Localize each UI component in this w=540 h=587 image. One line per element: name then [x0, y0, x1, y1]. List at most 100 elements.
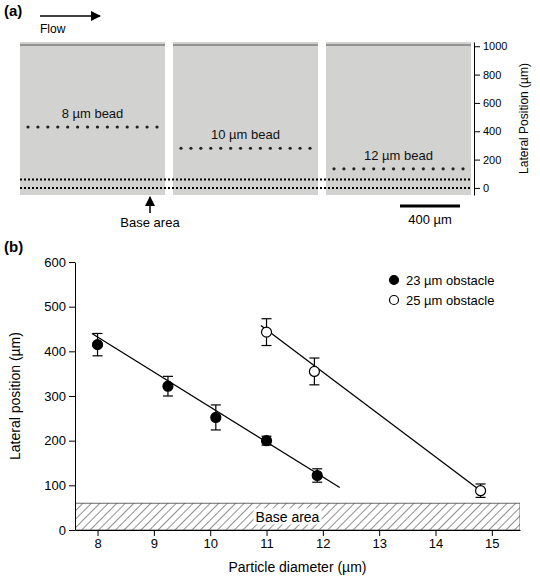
tick-label: 13	[372, 536, 386, 551]
bead	[432, 167, 435, 170]
error-cap	[211, 404, 221, 405]
channel-wall	[173, 45, 318, 46]
channel-wall	[326, 45, 471, 46]
tick-label: 400	[483, 125, 501, 137]
bead	[229, 147, 232, 150]
tick: 1000	[474, 40, 507, 52]
tick: 400	[474, 125, 501, 137]
axis-line	[75, 263, 76, 531]
micrograph	[173, 42, 318, 195]
tick-label: 100	[44, 478, 66, 493]
tick: 14	[429, 530, 443, 551]
base-area-label: Base area	[256, 509, 320, 525]
bead	[219, 147, 222, 150]
flow-arrow	[40, 15, 100, 17]
legend-label: 23 µm obstacle	[406, 273, 494, 288]
tick-label: 200	[483, 154, 501, 166]
tick-mark	[69, 530, 75, 531]
tick-label: 10	[203, 536, 217, 551]
tick-mark	[492, 530, 493, 536]
bead	[289, 147, 292, 150]
legend: 23 µm obstacle25 µm obstacle	[390, 273, 495, 308]
bead	[116, 125, 119, 128]
base-area-line	[20, 187, 471, 189]
bead	[76, 125, 79, 128]
tick: 13	[372, 530, 386, 551]
tick-mark	[323, 530, 324, 536]
tick-label: 9	[151, 536, 158, 551]
x-axis-title: Particle diameter (µm)	[229, 559, 367, 575]
bead	[106, 125, 109, 128]
bead	[145, 125, 148, 128]
base-area-label: Base area	[120, 215, 180, 230]
tick: 100	[44, 478, 75, 493]
plot-area	[75, 319, 520, 530]
tick-label: 800	[483, 69, 501, 81]
tick-label: 14	[429, 536, 443, 551]
tick: 0	[59, 523, 75, 538]
bead	[352, 167, 355, 170]
tick-mark	[474, 46, 480, 47]
bead	[189, 147, 192, 150]
scale-bar-label: 400 µm	[408, 212, 452, 227]
bead	[298, 147, 301, 150]
tick: 15	[485, 530, 499, 551]
tick-mark	[267, 530, 268, 536]
tick-mark	[69, 307, 75, 308]
bead	[442, 167, 445, 170]
track	[179, 147, 311, 150]
label-patch	[254, 509, 322, 525]
legend-marker	[390, 276, 399, 285]
bead	[422, 167, 425, 170]
bead	[56, 125, 59, 128]
bead	[402, 167, 405, 170]
tick-label: 400	[44, 344, 66, 359]
error-cap	[262, 345, 272, 346]
bead	[46, 125, 49, 128]
tick: 0	[474, 182, 489, 194]
tick-mark	[210, 530, 211, 536]
bead	[155, 125, 158, 128]
tick: 200	[474, 154, 501, 166]
error-cap	[476, 483, 486, 484]
error-cap	[163, 395, 173, 396]
bead	[332, 167, 335, 170]
tick-mark	[69, 441, 75, 442]
tick-mark	[379, 530, 380, 536]
bead	[308, 147, 311, 150]
tick-label: 15	[485, 536, 499, 551]
tick-label: 300	[44, 389, 66, 404]
bead	[269, 147, 272, 150]
base-area	[75, 503, 520, 530]
bead	[36, 125, 39, 128]
legend-marker	[390, 296, 399, 305]
tick-label: 1000	[483, 40, 507, 52]
bead	[259, 147, 262, 150]
tick-mark	[474, 188, 480, 189]
tick-label: 0	[59, 523, 66, 538]
fit-line	[261, 325, 481, 490]
bead	[249, 147, 252, 150]
y-axis: 0 200 400 600 800 1000	[474, 40, 507, 195]
tick: 600	[474, 97, 501, 109]
micrograph	[20, 42, 165, 195]
scale-bar	[400, 205, 460, 208]
tick: 11	[260, 530, 274, 551]
tick-mark	[474, 131, 480, 132]
y-axis-title: Lateral Position (µm)	[517, 63, 531, 174]
tick-mark	[154, 530, 155, 536]
point	[262, 436, 272, 446]
tick-mark	[436, 530, 437, 536]
point	[476, 486, 486, 496]
y-axis-title: Lateral position (µm)	[7, 332, 23, 460]
error-cap	[93, 333, 103, 334]
tick: 12	[316, 530, 330, 551]
base-area-line	[20, 178, 471, 180]
channel-wall	[20, 45, 165, 46]
error-cap	[309, 384, 319, 385]
bead	[126, 125, 129, 128]
tick-mark	[69, 351, 75, 352]
tick-mark	[474, 160, 480, 161]
error-cap	[163, 376, 173, 377]
bead	[209, 147, 212, 150]
